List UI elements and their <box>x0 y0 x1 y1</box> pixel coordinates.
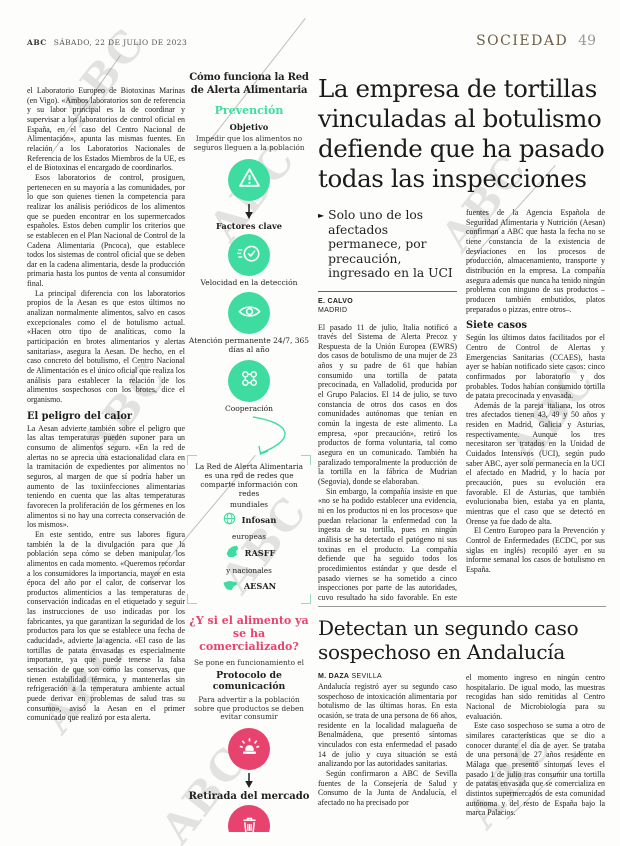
alert-circle <box>228 728 270 771</box>
main-article: La empresa de tortillas vinculadas al bo… <box>318 74 606 600</box>
network-box-text: La Red de Alerta Alimentaria es una red … <box>195 461 303 498</box>
warning-circle <box>228 158 270 201</box>
protocol-label: Protocolo de comunicación <box>212 669 286 692</box>
factor-cooperation-label: Cooperación <box>224 403 273 413</box>
europe-map-icon <box>223 543 240 564</box>
network-name: AESAN <box>243 581 277 592</box>
paragraph: fuentes de la Agencia Española de Seguri… <box>466 208 605 314</box>
globe-icon <box>222 511 237 530</box>
paragraph: Esos laboratorios de control, prosiguen,… <box>27 172 185 289</box>
down-arrow-icon <box>245 773 253 789</box>
down-arrow-icon <box>245 203 253 219</box>
paragraph: el momento ingreso en ningún centro hosp… <box>466 673 605 721</box>
paragraph: La Aesan advierte también sobre el pelig… <box>27 423 185 530</box>
author-name: E. CALVO <box>318 297 353 305</box>
network-name: RASFF <box>244 548 276 559</box>
page-number: 49 <box>578 33 596 49</box>
subhead-siete-casos: Siete casos <box>466 320 528 332</box>
paragraph: Según los últimos datos facilitados por … <box>466 333 605 401</box>
eye-icon <box>236 298 263 329</box>
network-row1-prefix: mundiales <box>229 499 269 509</box>
second-article-col1: M. DAZA SEVILLA Andalucía registró ayer … <box>318 673 457 818</box>
paragraph: El pasado 11 de julio, Italia notificó a… <box>318 322 457 487</box>
paragraph: La principal diferencia con los laborato… <box>27 288 185 404</box>
attention-circle <box>228 292 270 335</box>
main-headline: La empresa de tortillas vinculadas al bo… <box>318 74 605 193</box>
siren-icon <box>236 734 263 765</box>
objective-label: Objetivo <box>229 122 269 132</box>
speed-gauge-icon <box>236 239 263 270</box>
phase-prevencion-label: Prevención <box>214 104 284 117</box>
section-title: SOCIEDAD <box>476 33 569 49</box>
protocol-intro: Se pone en funcionamiento el <box>194 657 304 667</box>
recall-label: Retirada del mercado <box>188 791 310 803</box>
objective-text: Impedir que los alimentos no seguros lle… <box>193 134 305 152</box>
paragraph: Sin embargo, la compañía insiste en que … <box>318 486 457 600</box>
byline-block: E. CALVO MADRID <box>318 297 457 315</box>
paragraph: El Centro Europeo para la Prevención y C… <box>466 526 605 574</box>
infographic-title: Cómo funciona la Red de Alerta Alimentar… <box>189 72 309 96</box>
infographic-red-alerta: Cómo funciona la Red de Alerta Alimentar… <box>186 72 312 832</box>
curved-arrow-icon <box>252 416 286 455</box>
author-name: M. DAZA <box>318 673 350 680</box>
byline-rule <box>318 290 457 292</box>
cooperation-circle <box>228 359 270 402</box>
second-headline: Detectan un segundo caso sospechoso en A… <box>318 616 579 664</box>
trash-icon <box>236 811 263 832</box>
factor-attention-label: Atención permanente 24/7, 365 días al añ… <box>188 336 310 355</box>
network-row-rasff: RASFF <box>192 543 306 564</box>
main-article-col2: fuentes de la Agencia Española de Seguri… <box>466 208 605 600</box>
paragraph: En este sentido, entre sus labores figur… <box>27 529 185 723</box>
article-divider <box>318 606 606 607</box>
warning-triangle-icon <box>236 164 263 195</box>
factors-label: Factores clave <box>215 220 283 231</box>
network-of-networks-box: La Red de Alerta Alimentaria es una red … <box>187 454 311 604</box>
byline-block: M. DAZA SEVILLA <box>318 673 457 680</box>
main-article-col1: ► Solo uno de los afectados permanece, p… <box>318 208 457 600</box>
masthead-left: ABC SÁBADO, 22 DE JULIO DE 2023 <box>27 38 187 47</box>
paragraph: Además de la pareja italiana, los otros … <box>466 400 605 526</box>
left-column-article: el Laboratorio Europeo de Biotoxinas Mar… <box>27 86 185 822</box>
second-article-col2: el momento ingreso en ningún centro hosp… <box>466 673 605 818</box>
phase-comercializado-heading: ¿Y si el alimento ya se ha comercializad… <box>189 613 309 653</box>
network-row3-prefix: y nacionales <box>226 565 272 575</box>
masthead-right: SOCIEDAD 49 <box>476 30 596 49</box>
standfirst: ► Solo uno de los afectados permanece, p… <box>318 208 457 281</box>
subhead-peligro-calor: El peligro del calor <box>27 410 133 422</box>
recall-circle <box>228 805 270 832</box>
spain-map-icon <box>222 577 239 596</box>
second-article: Detectan un segundo caso sospechoso en A… <box>318 606 606 844</box>
edition-date: SÁBADO, 22 DE JULIO DE 2023 <box>53 38 188 47</box>
network-row-infosan: Infosan <box>192 511 306 530</box>
paragraph: Según confirmaron a ABC de Sevilla fuent… <box>318 768 457 807</box>
paragraph: el Laboratorio Europeo de Biotoxinas Mar… <box>27 86 185 173</box>
paragraph: Andalucía registró ayer su segundo caso … <box>318 682 457 769</box>
dateline: MADRID <box>318 306 348 314</box>
brand-logo: ABC <box>27 38 47 47</box>
paragraph: Este caso sospechoso se suma a otro de s… <box>466 721 605 818</box>
masthead: ABC SÁBADO, 22 DE JULIO DE 2023 SOCIEDAD 4… <box>27 30 596 49</box>
factor-speed-label: Velocidad en la detección <box>200 277 298 287</box>
standfirst-text: Solo uno de los afectados permanece, por… <box>328 208 453 280</box>
protocol-note: Para advertir a la población sobre que p… <box>194 694 304 722</box>
standfirst-bullet-icon: ► <box>318 211 325 220</box>
speed-circle <box>228 233 270 276</box>
network-row2-prefix: europeas <box>232 531 266 541</box>
dateline: SEVILLA <box>351 673 383 680</box>
network-name: Infosan <box>241 515 277 526</box>
network-icon <box>236 365 263 396</box>
network-row-aesan: AESAN <box>192 577 306 596</box>
